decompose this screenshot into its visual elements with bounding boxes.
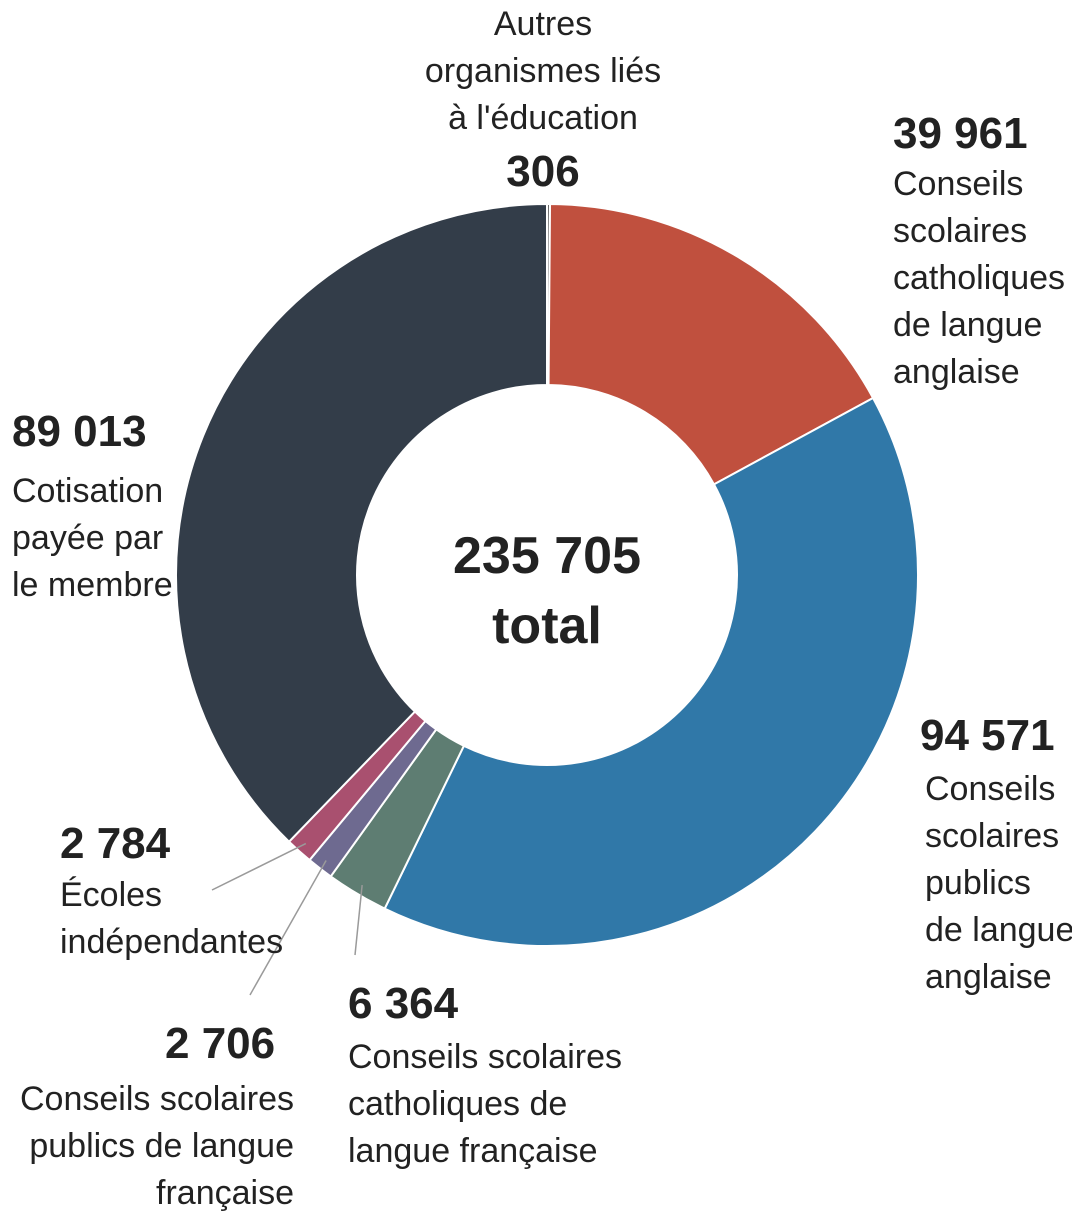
category-label-publics-anglaise-line-1: Conseils <box>925 770 1055 808</box>
category-label-publics-francaise-line-3: française <box>156 1174 294 1212</box>
slice-publics-anglaise <box>383 396 919 947</box>
category-label-catholiques-anglaise-line-1: Conseils <box>893 165 1023 203</box>
category-label-cotisation-membre-line-1: Cotisation <box>12 472 163 510</box>
category-label-catholiques-anglaise-line-2: scolaires <box>893 212 1027 250</box>
category-label-autres-organismes-line-2: organismes liés <box>425 52 661 90</box>
value-label-catholiques-anglaise: 39 961 <box>893 109 1028 158</box>
category-label-publics-anglaise-line-5: anglaise <box>925 958 1052 996</box>
category-label-publics-francaise-line-2: publics de langue <box>29 1127 294 1165</box>
category-label-catholiques-francaise-line-1: Conseils scolaires <box>348 1038 622 1076</box>
slice-catholiques-anglaise <box>547 203 875 486</box>
category-label-cotisation-membre-line-3: le membre <box>12 566 173 604</box>
value-label-cotisation-membre: 89 013 <box>12 407 147 456</box>
category-label-publics-anglaise-line-4: de langue <box>925 911 1072 949</box>
value-label-autres-organismes: 306 <box>506 147 579 196</box>
leader-line-catholiques-francaise <box>354 885 363 956</box>
category-label-catholiques-anglaise-line-3: catholiques <box>893 259 1065 297</box>
slice-cotisation-membre <box>175 202 548 844</box>
leader-lines <box>211 842 363 996</box>
donut-slices <box>175 202 919 947</box>
center-total-label: total <box>492 597 602 655</box>
category-label-ecoles-independantes-line-1: Écoles <box>60 876 162 914</box>
category-label-autres-organismes-line-1: Autres <box>494 5 592 43</box>
category-label-publics-anglaise-line-2: scolaires <box>925 817 1059 855</box>
category-label-publics-francaise-line-1: Conseils scolaires <box>20 1080 294 1118</box>
category-label-cotisation-membre-line-2: payée par <box>12 519 163 557</box>
leader-line-publics-francaise <box>249 860 327 996</box>
slice-labels: 306 Autres organismes liés à l'éducation 39 … <box>12 5 1072 1212</box>
category-label-autres-organismes-line-3: à l'éducation <box>448 99 638 137</box>
leader-line-ecoles-independantes <box>211 842 307 891</box>
category-label-catholiques-francaise-line-3: langue française <box>348 1132 598 1170</box>
category-label-catholiques-anglaise-line-5: anglaise <box>893 353 1020 391</box>
category-label-ecoles-independantes-line-2: indépendantes <box>60 923 283 961</box>
category-label-catholiques-anglaise-line-4: de langue <box>893 306 1042 344</box>
value-label-catholiques-francaise: 6 364 <box>348 979 459 1028</box>
category-label-publics-anglaise-line-3: publics <box>925 864 1031 902</box>
value-label-ecoles-independantes: 2 784 <box>60 819 171 868</box>
value-label-publics-francaise: 2 706 <box>165 1019 275 1068</box>
center-total-value: 235 705 <box>453 527 641 585</box>
value-label-publics-anglaise: 94 571 <box>920 711 1055 760</box>
category-label-catholiques-francaise-line-2: catholiques de <box>348 1085 567 1123</box>
